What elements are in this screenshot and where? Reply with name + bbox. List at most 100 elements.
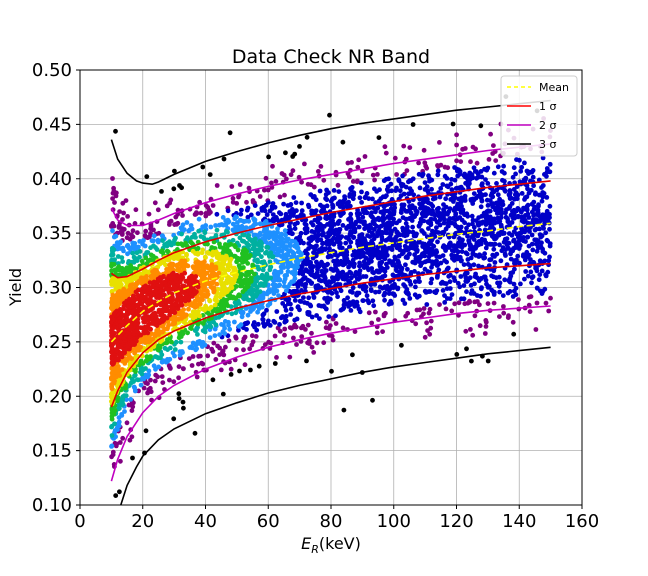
scatter-point [385, 214, 391, 220]
scatter-point [357, 283, 363, 289]
scatter-point [444, 183, 450, 189]
scatter-point [292, 226, 298, 232]
scatter-point [525, 234, 530, 240]
scatter-point [519, 191, 525, 196]
scatter-point [406, 191, 411, 197]
scatter-point [256, 363, 262, 369]
scatter-point [401, 143, 407, 149]
scatter-point [112, 330, 117, 336]
scatter-point [275, 325, 281, 331]
scatter-point [257, 221, 263, 227]
scatter-point [321, 340, 327, 346]
scatter-point [324, 241, 330, 247]
scatter-point [335, 221, 341, 227]
scatter-point [527, 309, 533, 314]
scatter-point [531, 183, 536, 189]
scatter-point [287, 281, 293, 287]
scatter-point [196, 216, 202, 222]
scatter-point [522, 257, 528, 263]
scatter-point [160, 380, 166, 385]
scatter-point [351, 248, 357, 254]
scatter-point [388, 206, 394, 212]
scatter-point [133, 207, 139, 213]
scatter-point [377, 284, 383, 290]
scatter-point [451, 234, 457, 240]
scatter-point [353, 270, 359, 275]
scatter-point [380, 329, 385, 334]
scatter-point [303, 222, 309, 228]
scatter-point [533, 327, 539, 332]
scatter-point [462, 301, 468, 307]
scatter-point [328, 198, 334, 204]
scatter-point [306, 236, 312, 242]
scatter-point [346, 278, 351, 284]
scatter-point [305, 322, 311, 328]
scatter-point [414, 307, 420, 313]
scatter-point [450, 216, 456, 221]
scatter-point [300, 323, 306, 329]
scatter-point [390, 272, 396, 278]
scatter-point [413, 284, 418, 290]
scatter-point [405, 266, 410, 272]
scatter-point [326, 314, 332, 319]
scatter-point [281, 283, 287, 289]
scatter-point [343, 240, 349, 246]
scatter-point [354, 179, 360, 185]
scatter-point [368, 287, 374, 292]
scatter-point [151, 233, 157, 239]
scatter-point [341, 298, 347, 303]
scatter-point [317, 188, 323, 194]
scatter-point [333, 321, 339, 326]
scatter-point [264, 244, 269, 250]
scatter-point [399, 183, 405, 189]
scatter-point [167, 222, 172, 227]
scatter-point [249, 333, 255, 339]
scatter-point [233, 334, 239, 340]
scatter-point [176, 391, 182, 397]
scatter-point [214, 211, 220, 217]
scatter-point [403, 262, 408, 268]
scatter-point [236, 194, 241, 200]
scatter-point [518, 168, 524, 174]
scatter-point [412, 292, 418, 298]
scatter-point [174, 221, 180, 227]
scatter-point [491, 170, 497, 176]
scatter-point [269, 180, 274, 186]
scatter-point [417, 185, 423, 191]
scatter-point [511, 281, 517, 287]
scatter-point [491, 143, 496, 149]
scatter-point [266, 339, 271, 345]
scatter-point [427, 306, 433, 312]
scatter-point [543, 230, 549, 236]
scatter-point [148, 245, 154, 251]
scatter-point [218, 278, 224, 284]
scatter-point [501, 239, 507, 245]
scatter-point [356, 157, 362, 163]
scatter-point [487, 257, 493, 263]
scatter-point [252, 203, 258, 209]
scatter-point [270, 212, 276, 218]
scatter-point [496, 231, 501, 237]
scatter-point [546, 308, 552, 314]
scatter-point [510, 319, 516, 325]
scatter-point [309, 211, 315, 217]
scatter-point [484, 281, 489, 287]
scatter-point [421, 306, 427, 311]
scatter-point [436, 213, 442, 219]
scatter-point [259, 208, 265, 213]
scatter-point [338, 307, 344, 313]
scatter-point [250, 339, 256, 345]
scatter-point [454, 132, 459, 138]
scatter-point [110, 190, 116, 196]
scatter-point [452, 301, 458, 307]
scatter-point [464, 225, 469, 231]
scatter-point [257, 194, 263, 199]
scatter-point [335, 182, 341, 188]
scatter-point [479, 285, 484, 290]
scatter-point [313, 197, 319, 203]
scatter-point [486, 157, 492, 162]
scatter-point [219, 298, 224, 304]
scatter-point [225, 208, 231, 214]
scatter-point [287, 325, 293, 330]
scatter-point [120, 435, 126, 441]
